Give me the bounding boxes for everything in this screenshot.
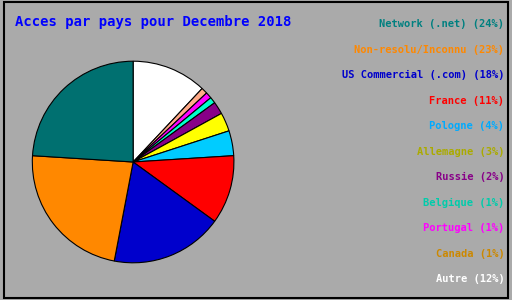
Wedge shape (133, 98, 215, 162)
Text: Canada (1%): Canada (1%) (436, 248, 504, 259)
Text: Allemagne (3%): Allemagne (3%) (417, 146, 504, 157)
Wedge shape (133, 93, 211, 162)
Text: US Commercial (.com) (18%): US Commercial (.com) (18%) (342, 70, 504, 80)
Wedge shape (133, 103, 222, 162)
Text: Pologne (4%): Pologne (4%) (430, 121, 504, 131)
Text: Non-resolu/Inconnu (23%): Non-resolu/Inconnu (23%) (354, 44, 504, 55)
Wedge shape (133, 88, 207, 162)
Text: France (11%): France (11%) (430, 95, 504, 106)
Text: Acces par pays pour Decembre 2018: Acces par pays pour Decembre 2018 (15, 15, 292, 29)
Text: Network (.net) (24%): Network (.net) (24%) (379, 19, 504, 29)
Text: Portugal (1%): Portugal (1%) (423, 223, 504, 233)
Wedge shape (114, 162, 215, 263)
Wedge shape (133, 113, 229, 162)
Wedge shape (133, 131, 233, 162)
Text: Belgique (1%): Belgique (1%) (423, 197, 504, 208)
Wedge shape (33, 61, 133, 162)
Text: Russie (2%): Russie (2%) (436, 172, 504, 182)
Wedge shape (133, 156, 234, 221)
Wedge shape (133, 61, 202, 162)
Text: Autre (12%): Autre (12%) (436, 274, 504, 284)
Wedge shape (32, 156, 133, 261)
